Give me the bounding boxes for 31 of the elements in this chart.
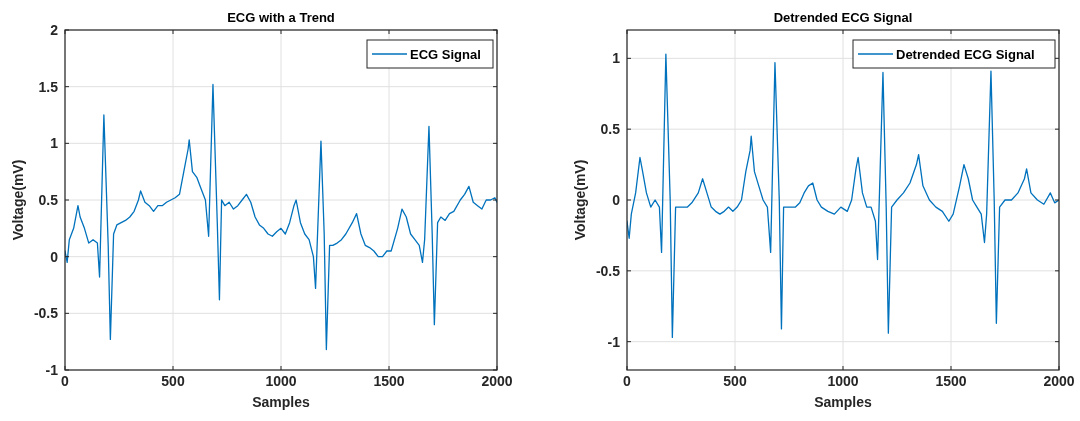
y-axis-title: Voltage(mV) [10,159,26,241]
y-tick-label: -0.5 [33,305,59,322]
x-tick-label: 2000 [481,373,513,389]
x-tick-label: 1000 [827,373,859,389]
x-tick-label: 1500 [373,373,405,389]
y-tick-label: 1 [612,50,621,67]
y-axis-title: Voltage(mV) [572,159,588,241]
chart-title: ECG with a Trend [227,10,335,25]
y-tick-label: 0.5 [38,192,59,208]
x-tick-label: 500 [723,373,747,389]
y-tick-label: -1 [607,333,621,350]
line-series [65,83,497,351]
x-tick-label: 0 [623,373,632,389]
y-tick-label: -1 [45,362,59,378]
chart-title: Detrended ECG Signal [773,10,913,25]
y-tick-label: -0.5 [595,262,621,279]
x-tick-label: 500 [161,373,185,389]
y-tick-label: 1.5 [38,78,59,95]
legend-label: Detrended ECG Signal [896,47,1035,62]
x-axis-title: Samples [252,394,310,410]
x-tick-label: 0 [61,373,70,389]
y-tick-label: 0 [50,248,59,265]
y-tick-label: 1 [50,135,59,152]
y-tick-label: 0.5 [600,121,621,138]
y-tick-label: 0 [612,192,621,208]
y-tick-label: 2 [50,22,59,38]
x-tick-label: 2000 [1043,373,1075,389]
x-tick-label: 1000 [265,373,297,389]
legend-label: ECG Signal [410,47,481,62]
x-axis-title: Samples [814,394,872,410]
x-tick-label: 1500 [935,373,967,389]
